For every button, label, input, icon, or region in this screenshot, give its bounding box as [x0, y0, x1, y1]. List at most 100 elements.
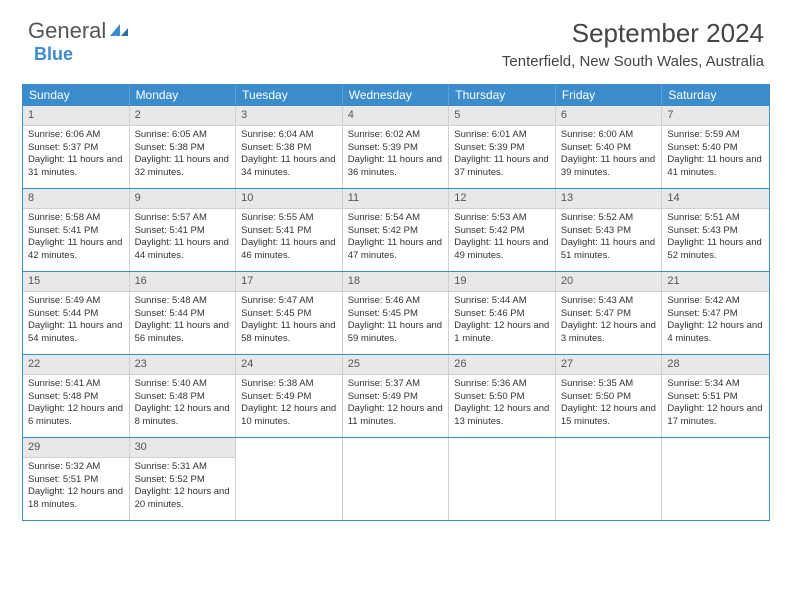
day-cell: 25Sunrise: 5:37 AMSunset: 5:49 PMDayligh… — [343, 355, 450, 437]
day-number: 13 — [556, 189, 662, 209]
day-number: 21 — [662, 272, 769, 292]
day-cell: 15Sunrise: 5:49 AMSunset: 5:44 PMDayligh… — [23, 272, 130, 354]
day-cell: 19Sunrise: 5:44 AMSunset: 5:46 PMDayligh… — [449, 272, 556, 354]
day-cell: 8Sunrise: 5:58 AMSunset: 5:41 PMDaylight… — [23, 189, 130, 271]
weekday-sunday: Sunday — [23, 85, 130, 105]
day-number: 7 — [662, 106, 769, 126]
week-row: 29Sunrise: 5:32 AMSunset: 5:51 PMDayligh… — [23, 437, 769, 520]
month-title: September 2024 — [502, 18, 764, 49]
sunrise-text: Sunrise: 5:48 AM — [135, 295, 231, 308]
day-number: 22 — [23, 355, 129, 375]
daylight-text: Daylight: 11 hours and 31 minutes. — [28, 154, 124, 180]
day-cell: 23Sunrise: 5:40 AMSunset: 5:48 PMDayligh… — [130, 355, 237, 437]
day-cell: 17Sunrise: 5:47 AMSunset: 5:45 PMDayligh… — [236, 272, 343, 354]
daylight-text: Daylight: 12 hours and 11 minutes. — [348, 403, 444, 429]
daylight-text: Daylight: 12 hours and 20 minutes. — [135, 486, 231, 512]
day-cell: 1Sunrise: 6:06 AMSunset: 5:37 PMDaylight… — [23, 106, 130, 188]
weekday-wednesday: Wednesday — [343, 85, 450, 105]
daylight-text: Daylight: 12 hours and 6 minutes. — [28, 403, 124, 429]
sunset-text: Sunset: 5:40 PM — [667, 142, 764, 155]
day-body: Sunrise: 5:34 AMSunset: 5:51 PMDaylight:… — [662, 375, 769, 433]
day-cell — [236, 438, 343, 520]
day-number: 30 — [130, 438, 236, 458]
sunset-text: Sunset: 5:43 PM — [561, 225, 657, 238]
week-row: 15Sunrise: 5:49 AMSunset: 5:44 PMDayligh… — [23, 271, 769, 354]
sunset-text: Sunset: 5:44 PM — [28, 308, 124, 321]
day-number: 14 — [662, 189, 769, 209]
sunset-text: Sunset: 5:50 PM — [561, 391, 657, 404]
sunset-text: Sunset: 5:46 PM — [454, 308, 550, 321]
sunrise-text: Sunrise: 5:38 AM — [241, 378, 337, 391]
sunset-text: Sunset: 5:37 PM — [28, 142, 124, 155]
sunrise-text: Sunrise: 5:52 AM — [561, 212, 657, 225]
sunset-text: Sunset: 5:41 PM — [28, 225, 124, 238]
week-row: 8Sunrise: 5:58 AMSunset: 5:41 PMDaylight… — [23, 188, 769, 271]
sunrise-text: Sunrise: 5:49 AM — [28, 295, 124, 308]
daylight-text: Daylight: 12 hours and 15 minutes. — [561, 403, 657, 429]
daylight-text: Daylight: 11 hours and 46 minutes. — [241, 237, 337, 263]
sunset-text: Sunset: 5:38 PM — [135, 142, 231, 155]
day-cell: 22Sunrise: 5:41 AMSunset: 5:48 PMDayligh… — [23, 355, 130, 437]
header: General September 2024 Tenterfield, New … — [0, 0, 792, 76]
calendar: SundayMondayTuesdayWednesdayThursdayFrid… — [22, 84, 770, 521]
day-cell — [449, 438, 556, 520]
daylight-text: Daylight: 11 hours and 36 minutes. — [348, 154, 444, 180]
day-cell: 7Sunrise: 5:59 AMSunset: 5:40 PMDaylight… — [662, 106, 769, 188]
logo-text-blue: Blue — [34, 44, 73, 65]
day-number: 9 — [130, 189, 236, 209]
sunrise-text: Sunrise: 5:41 AM — [28, 378, 124, 391]
sunrise-text: Sunrise: 5:37 AM — [348, 378, 444, 391]
sunset-text: Sunset: 5:43 PM — [667, 225, 764, 238]
sunrise-text: Sunrise: 5:59 AM — [667, 129, 764, 142]
day-cell: 6Sunrise: 6:00 AMSunset: 5:40 PMDaylight… — [556, 106, 663, 188]
day-body: Sunrise: 5:37 AMSunset: 5:49 PMDaylight:… — [343, 375, 449, 433]
day-cell: 28Sunrise: 5:34 AMSunset: 5:51 PMDayligh… — [662, 355, 769, 437]
sunrise-text: Sunrise: 6:05 AM — [135, 129, 231, 142]
day-cell: 13Sunrise: 5:52 AMSunset: 5:43 PMDayligh… — [556, 189, 663, 271]
sunset-text: Sunset: 5:48 PM — [135, 391, 231, 404]
sunset-text: Sunset: 5:44 PM — [135, 308, 231, 321]
sunset-text: Sunset: 5:41 PM — [135, 225, 231, 238]
day-cell: 20Sunrise: 5:43 AMSunset: 5:47 PMDayligh… — [556, 272, 663, 354]
day-number: 10 — [236, 189, 342, 209]
sunset-text: Sunset: 5:45 PM — [241, 308, 337, 321]
day-body: Sunrise: 5:59 AMSunset: 5:40 PMDaylight:… — [662, 126, 769, 184]
day-number: 4 — [343, 106, 449, 126]
daylight-text: Daylight: 11 hours and 54 minutes. — [28, 320, 124, 346]
day-body: Sunrise: 5:55 AMSunset: 5:41 PMDaylight:… — [236, 209, 342, 267]
sunrise-text: Sunrise: 5:31 AM — [135, 461, 231, 474]
sunset-text: Sunset: 5:47 PM — [667, 308, 764, 321]
daylight-text: Daylight: 12 hours and 4 minutes. — [667, 320, 764, 346]
sunrise-text: Sunrise: 5:57 AM — [135, 212, 231, 225]
daylight-text: Daylight: 11 hours and 42 minutes. — [28, 237, 124, 263]
sunset-text: Sunset: 5:47 PM — [561, 308, 657, 321]
day-number: 12 — [449, 189, 555, 209]
day-number: 29 — [23, 438, 129, 458]
day-body: Sunrise: 5:53 AMSunset: 5:42 PMDaylight:… — [449, 209, 555, 267]
sunrise-text: Sunrise: 5:42 AM — [667, 295, 764, 308]
daylight-text: Daylight: 12 hours and 8 minutes. — [135, 403, 231, 429]
sunset-text: Sunset: 5:49 PM — [348, 391, 444, 404]
day-cell: 11Sunrise: 5:54 AMSunset: 5:42 PMDayligh… — [343, 189, 450, 271]
weekday-monday: Monday — [130, 85, 237, 105]
sunset-text: Sunset: 5:52 PM — [135, 474, 231, 487]
sunrise-text: Sunrise: 6:04 AM — [241, 129, 337, 142]
day-cell: 26Sunrise: 5:36 AMSunset: 5:50 PMDayligh… — [449, 355, 556, 437]
weekday-saturday: Saturday — [662, 85, 769, 105]
day-number: 25 — [343, 355, 449, 375]
day-cell: 18Sunrise: 5:46 AMSunset: 5:45 PMDayligh… — [343, 272, 450, 354]
day-body: Sunrise: 5:57 AMSunset: 5:41 PMDaylight:… — [130, 209, 236, 267]
day-cell — [556, 438, 663, 520]
daylight-text: Daylight: 12 hours and 18 minutes. — [28, 486, 124, 512]
day-number: 11 — [343, 189, 449, 209]
daylight-text: Daylight: 11 hours and 41 minutes. — [667, 154, 764, 180]
day-body: Sunrise: 5:38 AMSunset: 5:49 PMDaylight:… — [236, 375, 342, 433]
day-number: 24 — [236, 355, 342, 375]
day-body: Sunrise: 5:36 AMSunset: 5:50 PMDaylight:… — [449, 375, 555, 433]
daylight-text: Daylight: 11 hours and 56 minutes. — [135, 320, 231, 346]
day-cell: 10Sunrise: 5:55 AMSunset: 5:41 PMDayligh… — [236, 189, 343, 271]
day-number: 6 — [556, 106, 662, 126]
day-body: Sunrise: 5:58 AMSunset: 5:41 PMDaylight:… — [23, 209, 129, 267]
day-body: Sunrise: 5:49 AMSunset: 5:44 PMDaylight:… — [23, 292, 129, 350]
sunset-text: Sunset: 5:42 PM — [454, 225, 550, 238]
